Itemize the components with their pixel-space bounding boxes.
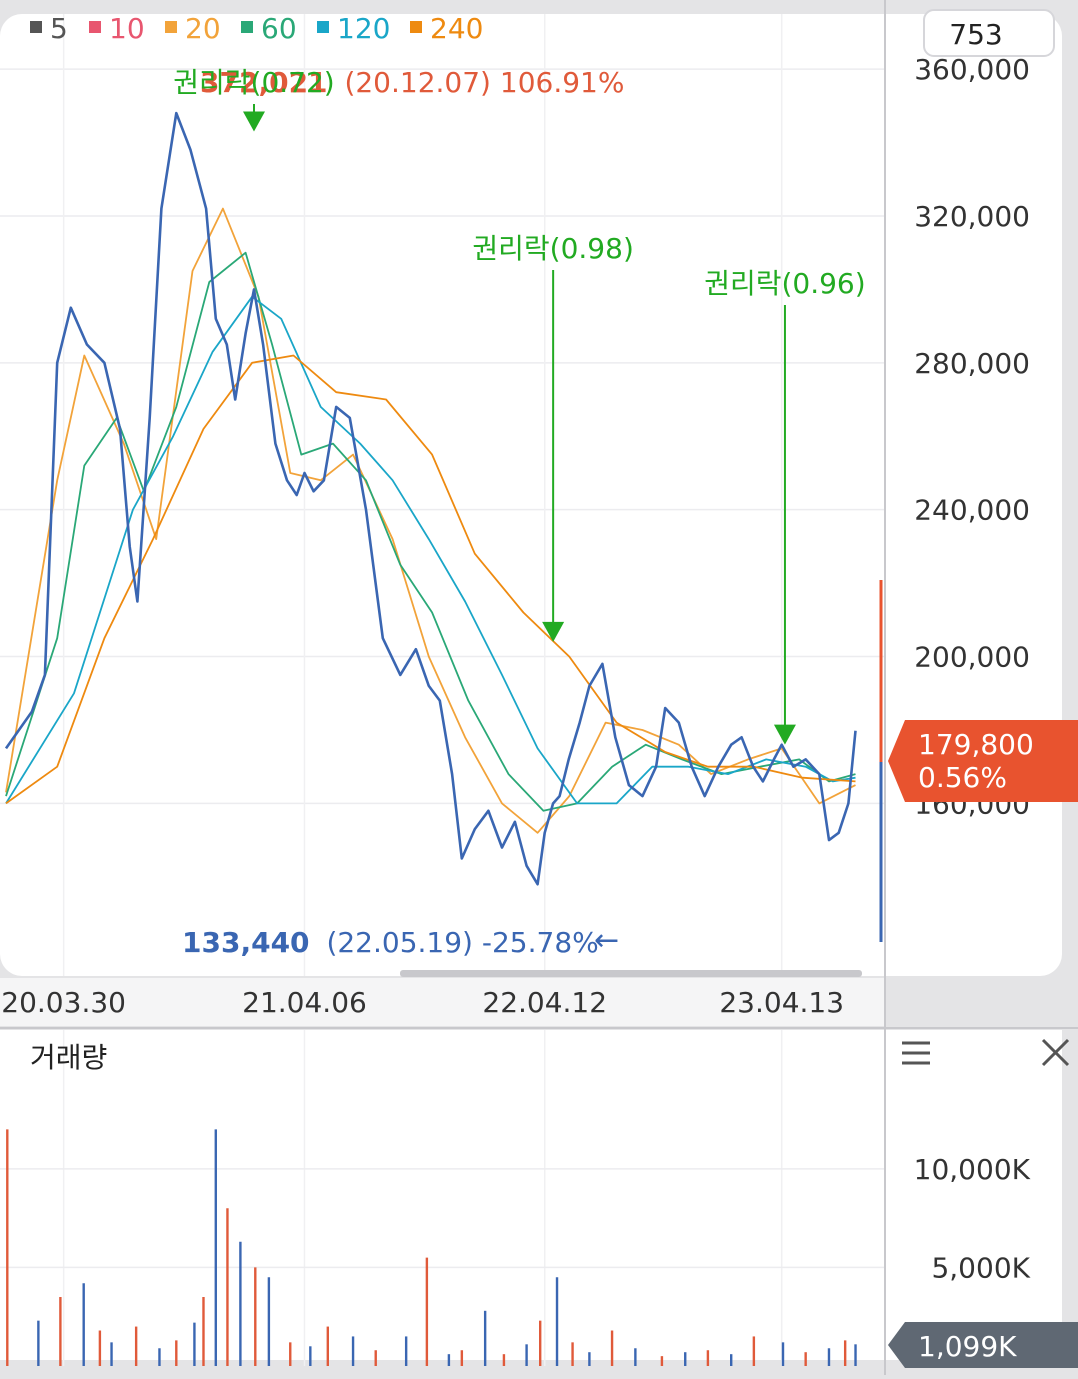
current-price-tag <box>888 720 1078 802</box>
chart-scrollbar[interactable] <box>400 970 862 977</box>
series-line-5 <box>4 111 857 886</box>
rights-markers: 권리락(0.72) 권리락(0.98) 권리락(0.96) <box>173 66 866 745</box>
rights-label: 권리락(0.96) <box>704 267 865 300</box>
close-icon[interactable] <box>1041 1038 1070 1067</box>
price-tick-label: 280,000 <box>914 347 1030 380</box>
high-note-value: 372,021 <box>200 66 328 99</box>
series-line-240 <box>5 354 856 805</box>
low-note-arrow-icon: ← <box>594 923 619 958</box>
volume-bars <box>6 1129 857 1366</box>
low-note-value: 133,440 <box>182 926 310 959</box>
volume-title: 거래량 <box>30 1041 107 1074</box>
legend-label: 120 <box>337 12 390 45</box>
price-panel <box>0 14 1062 976</box>
price-series <box>4 111 857 886</box>
volume-grid <box>0 1168 884 1269</box>
price-tick-label: 200,000 <box>914 641 1030 674</box>
series-line-20 <box>5 207 856 834</box>
price-tick-label: 240,000 <box>914 494 1030 527</box>
price-tick-label: 360,000 <box>914 53 1030 86</box>
current-price-value: 179,800 <box>918 728 1034 761</box>
low-note: 133,440 (22.05.19) -25.78% <box>182 926 599 959</box>
rights-label: 권리락(0.72) <box>173 66 334 99</box>
legend-label: 60 <box>261 12 297 45</box>
rights-label: 권리락(0.98) <box>472 232 633 265</box>
rights-arrow-head <box>773 724 796 745</box>
price-grid <box>0 14 884 1366</box>
legend-label: 20 <box>185 12 221 45</box>
volume-current-value: 1,099K <box>918 1330 1017 1363</box>
volume-panel <box>0 1030 1062 1360</box>
date-tick-label: 23.04.13 <box>719 986 844 1019</box>
price-tick-label: 320,000 <box>914 200 1030 233</box>
legend-swatch <box>165 21 177 33</box>
date-axis-strip <box>0 978 885 1026</box>
high-note-detail: (20.12.07) 106.91% <box>344 66 624 99</box>
volume-current-tag <box>888 1322 1078 1368</box>
count-box-label: 753 <box>949 18 1002 51</box>
legend-label: 10 <box>109 12 145 45</box>
rights-arrow-head <box>242 111 265 132</box>
legend-swatch <box>317 21 329 33</box>
legend-label: 240 <box>430 12 483 45</box>
rights-arrow-head <box>542 621 565 642</box>
ma-legend[interactable]: 5 10 20 60 120 240 <box>30 12 483 45</box>
legend-swatch <box>241 21 253 33</box>
count-box[interactable] <box>923 9 1055 57</box>
date-tick-label: 22.04.12 <box>482 986 607 1019</box>
volume-tick-label: 5,000K <box>931 1251 1030 1284</box>
volume-axis: 10,000K 5,000K <box>914 1153 1031 1285</box>
high-note: 372,021 (20.12.07) 106.91% <box>200 66 624 99</box>
date-tick-label: 21.04.06 <box>242 986 367 1019</box>
moving-average-lines <box>5 207 856 834</box>
legend-swatch <box>89 21 101 33</box>
date-axis: 20.03.30 21.04.06 22.04.12 23.04.13 <box>1 986 844 1019</box>
legend-label: 5 <box>50 12 68 45</box>
hamburger-menu-icon[interactable] <box>902 1041 930 1065</box>
low-note-detail: (22.05.19) -25.78% <box>326 926 598 959</box>
series-line-120 <box>5 295 856 805</box>
date-tick-label: 20.03.30 <box>1 986 126 1019</box>
legend-swatch <box>30 21 42 33</box>
current-price-change: 0.56% <box>918 761 1007 794</box>
legend-swatch <box>410 21 422 33</box>
volume-tick-label: 10,000K <box>914 1153 1031 1186</box>
